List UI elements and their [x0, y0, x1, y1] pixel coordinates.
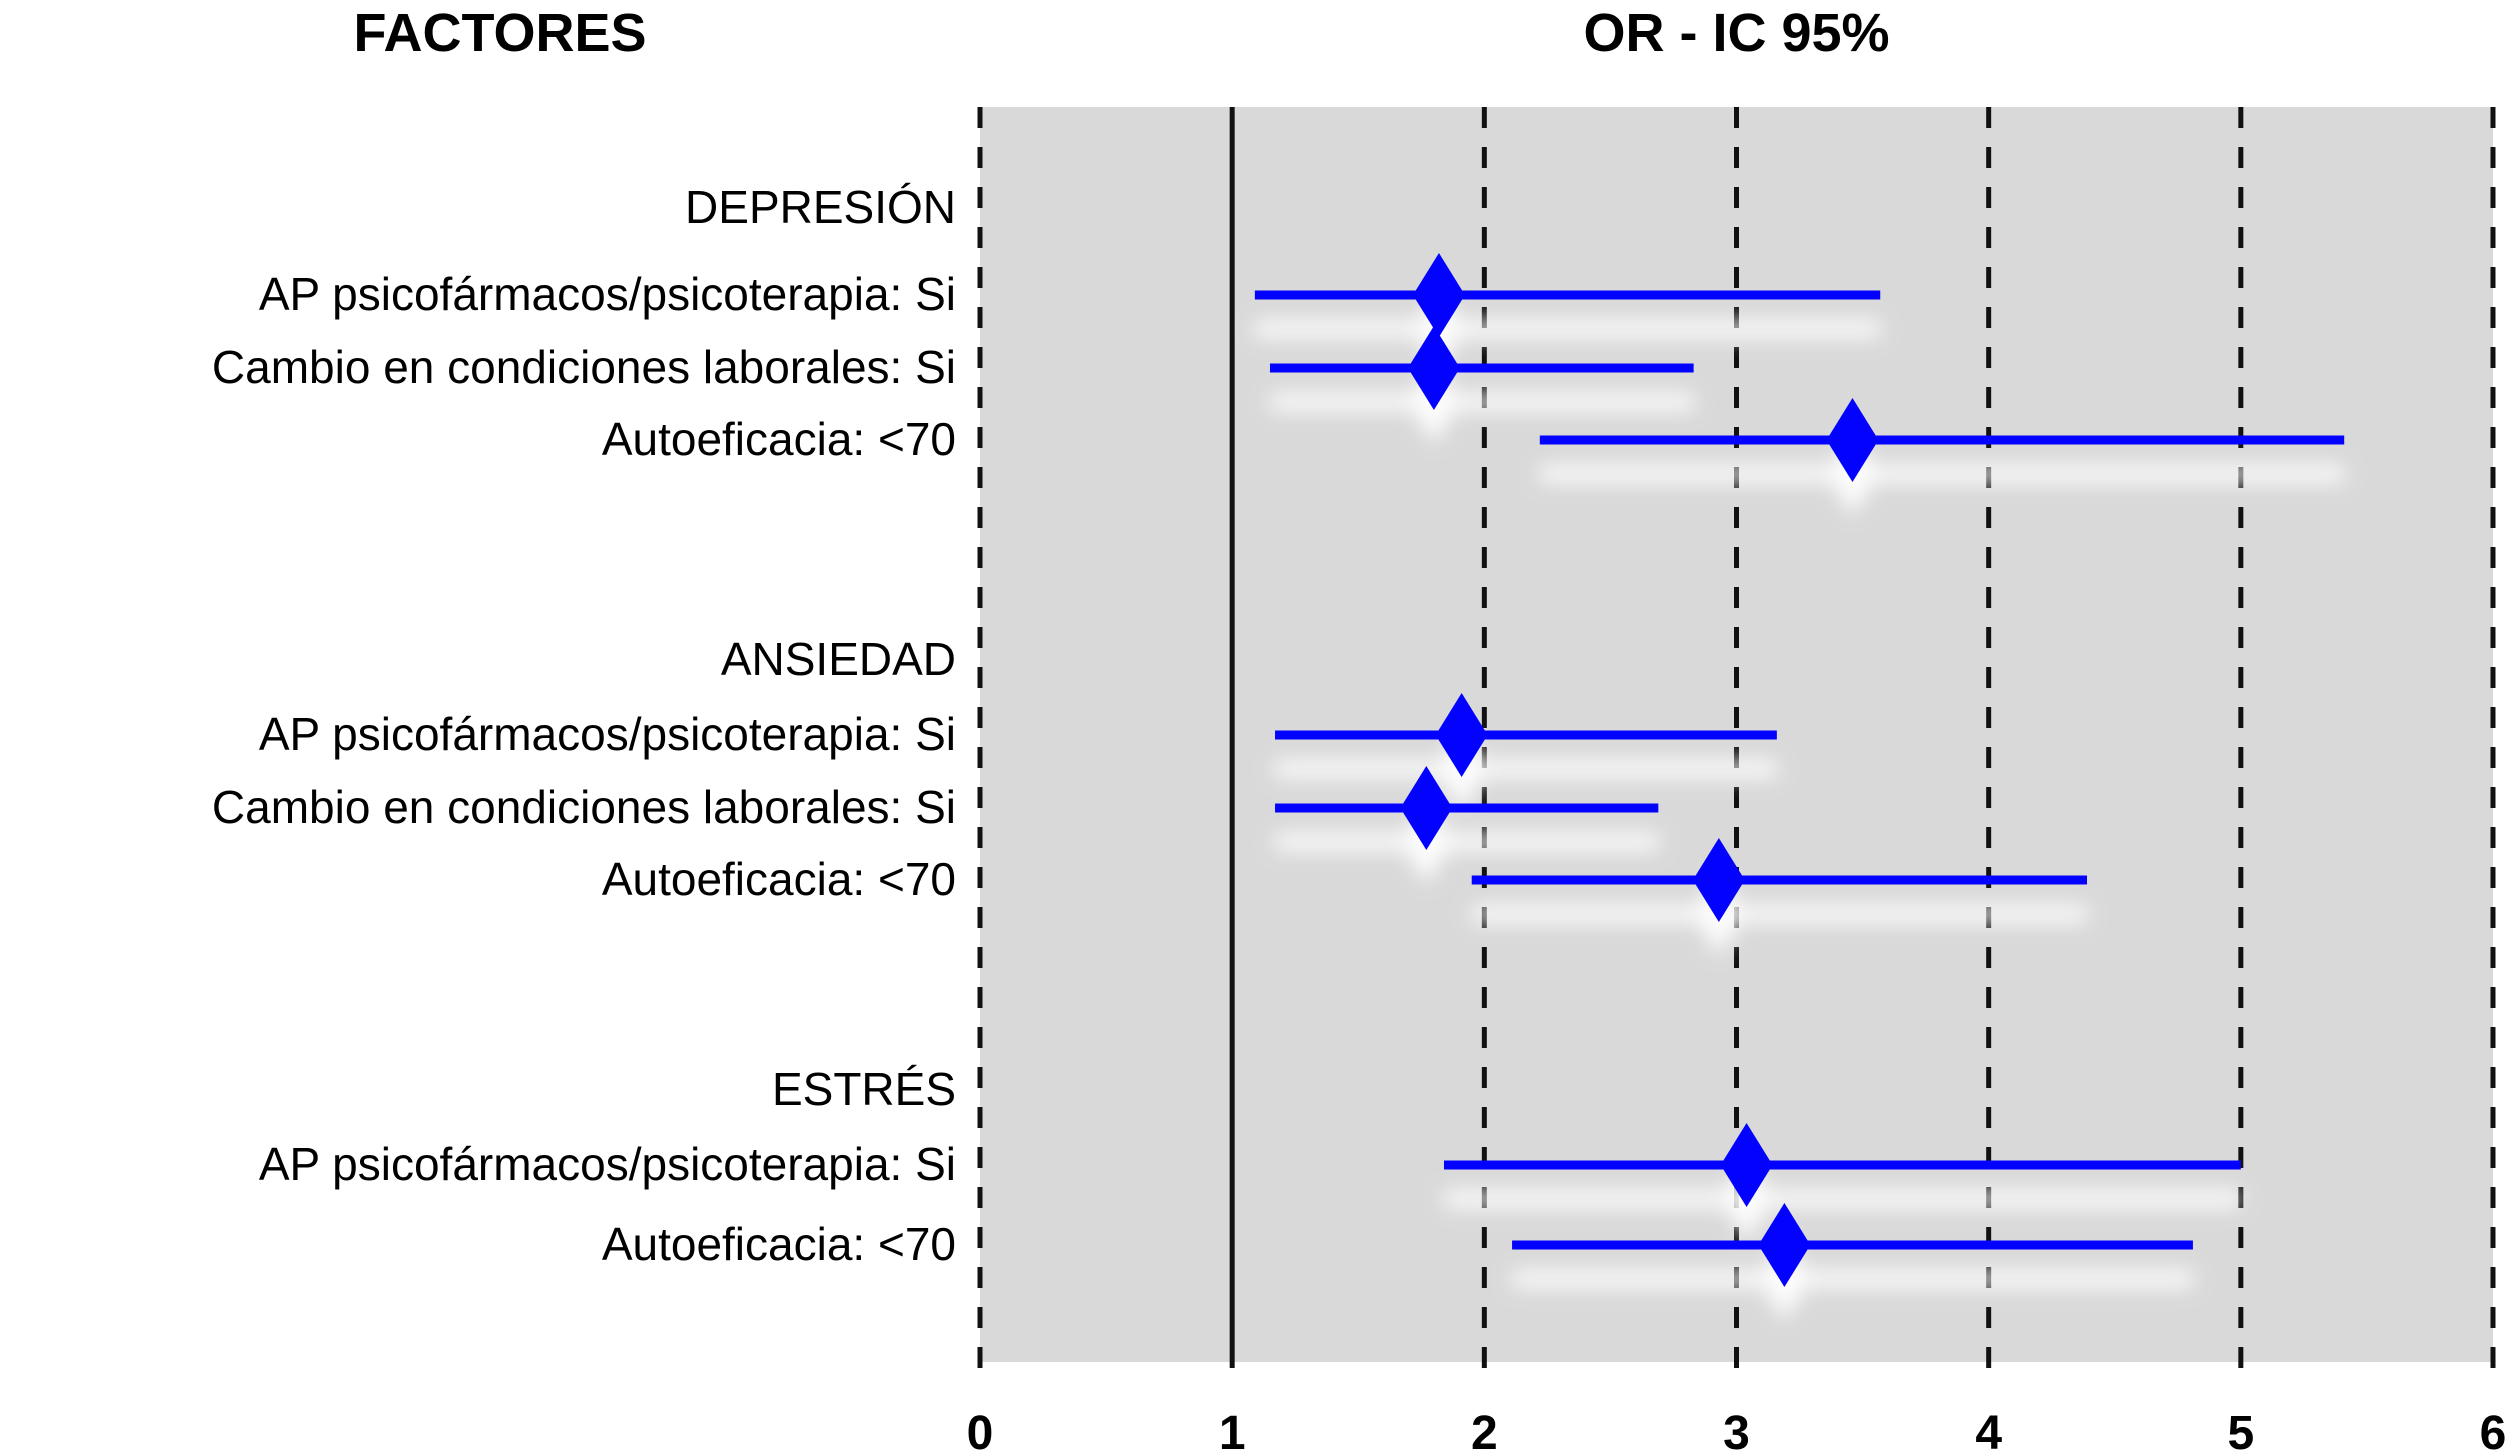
row-label: Cambio en condiciones laborales: Si: [211, 780, 956, 833]
x-tick-label: 0: [967, 1407, 994, 1456]
factors-column-title: FACTORES: [353, 3, 647, 63]
row-label: AP psicofármacos/psicoterapia: Si: [258, 267, 956, 320]
forest-row: [1512, 1203, 2193, 1321]
or-diamond: [1400, 766, 1453, 850]
or-diamond: [1435, 693, 1488, 777]
x-tick-label: 6: [2480, 1407, 2507, 1456]
or-diamond: [1412, 253, 1465, 337]
group-header: DEPRESIÓN: [685, 180, 956, 233]
x-tick-label: 2: [1471, 1407, 1498, 1456]
group-header: ANSIEDAD: [720, 632, 956, 685]
forest-row: [1269, 326, 1694, 444]
or-diamond: [1720, 1123, 1773, 1207]
x-tick-label: 1: [1219, 1407, 1246, 1456]
row-label: Autoeficacia: <70: [601, 852, 956, 905]
x-tick-label: 3: [1723, 1407, 1750, 1456]
forest-row: [1275, 766, 1659, 884]
row-label: Cambio en condiciones laborales: Si: [211, 340, 956, 393]
or-diamond: [1692, 838, 1745, 922]
forest-row: [1539, 398, 2345, 516]
or-diamond: [1826, 398, 1879, 482]
row-label: Autoeficacia: <70: [601, 412, 956, 465]
x-tick-label: 5: [2227, 1407, 2254, 1456]
row-label: AP psicofármacos/psicoterapia: Si: [258, 707, 956, 760]
row-label: AP psicofármacos/psicoterapia: Si: [258, 1137, 956, 1190]
row-label: Autoeficacia: <70: [601, 1217, 956, 1270]
or-ci-title: OR - IC 95%: [1583, 3, 1890, 63]
forest-row: [1471, 838, 2088, 956]
forest-row: [1443, 1123, 2241, 1241]
x-tick-label: 4: [1975, 1407, 2002, 1456]
or-diamond: [1407, 326, 1460, 410]
or-diamond: [1758, 1203, 1811, 1287]
forest-row: [1275, 693, 1777, 811]
group-header: ESTRÉS: [771, 1062, 956, 1115]
